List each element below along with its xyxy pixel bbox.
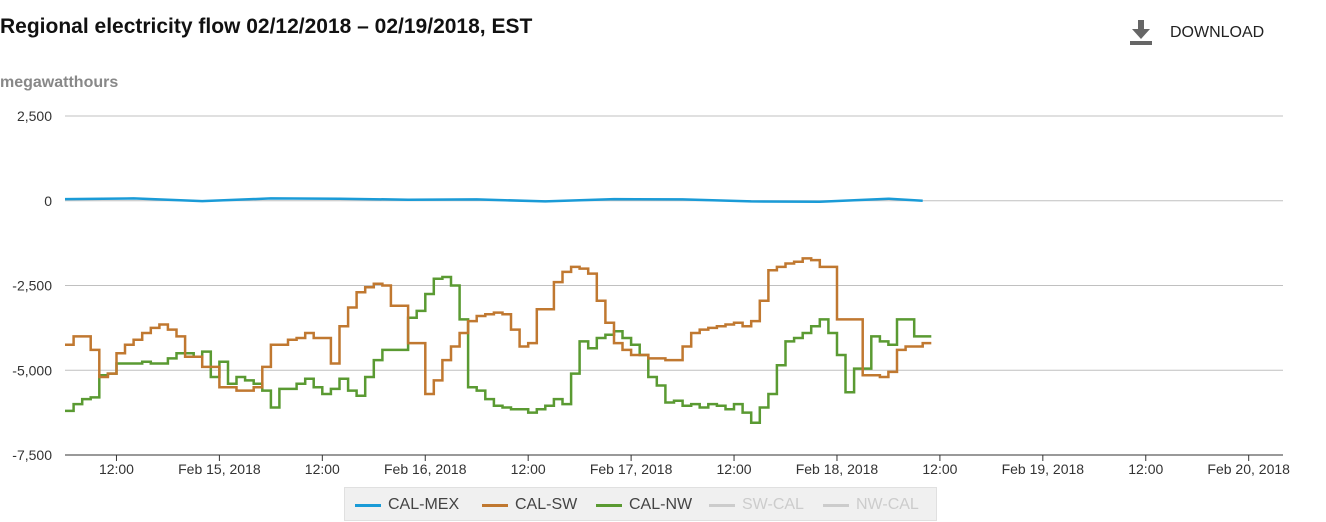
legend-label: CAL-SW (515, 496, 578, 513)
y-tick-label: 2,500 (17, 108, 52, 124)
legend-swatch (355, 503, 381, 507)
x-tick-label: Feb 16, 2018 (384, 461, 467, 477)
x-axis-ticks: 12:00 Feb 15, 2018 12:00 Feb 16, 2018 12:00 F… (99, 455, 1290, 477)
legend-swatch (596, 503, 622, 507)
legend-item-cal-sw[interactable]: CAL-SW (482, 488, 577, 522)
legend-swatch (482, 503, 508, 507)
legend-label: CAL-NW (629, 496, 693, 513)
legend-item-nw-cal[interactable]: NW-CAL (823, 488, 919, 522)
x-tick-label: 12:00 (511, 461, 546, 477)
x-tick-label: 12:00 (305, 461, 340, 477)
x-tick-label: Feb 18, 2018 (796, 461, 879, 477)
chart-legend: CAL-MEX CAL-SW CAL-NW SW-CAL NW-CAL (344, 487, 937, 521)
series-lines (64, 197, 932, 425)
y-tick-label: 0 (44, 193, 52, 209)
y-tick-label: -5,000 (12, 362, 52, 378)
x-tick-label: 12:00 (717, 461, 752, 477)
x-tick-label: Feb 20, 2018 (1207, 461, 1290, 477)
legend-swatch (709, 503, 735, 507)
y-tick-label: -2,500 (12, 278, 52, 294)
x-tick-label: Feb 19, 2018 (1002, 461, 1085, 477)
legend-label: SW-CAL (742, 496, 804, 513)
y-axis-ticks: 2,500 0 -2,500 -5,000 -7,500 (12, 108, 52, 463)
y-tick-label: -7,500 (12, 447, 52, 463)
legend-item-sw-cal[interactable]: SW-CAL (709, 488, 804, 522)
download-button[interactable]: DOWNLOAD (1128, 20, 1264, 46)
legend-item-cal-mex[interactable]: CAL-MEX (355, 488, 459, 522)
y-axis-label: megawatthours (0, 74, 118, 91)
x-tick-label: 12:00 (99, 461, 134, 477)
download-label: DOWNLOAD (1170, 24, 1265, 41)
series-line-cal-sw (65, 257, 932, 396)
x-tick-label: Feb 15, 2018 (178, 461, 261, 477)
legend-item-cal-nw[interactable]: CAL-NW (596, 488, 692, 522)
x-tick-label: 12:00 (922, 461, 957, 477)
chart-title: Regional electricity flow 02/12/2018 – 0… (0, 15, 533, 38)
legend-label: CAL-MEX (388, 496, 460, 513)
download-icon (1130, 20, 1152, 45)
series-line-cal-mex (64, 197, 923, 204)
grid-lines (65, 115, 1283, 456)
legend-swatch (823, 503, 849, 507)
series-line-cal-nw (65, 275, 932, 425)
x-tick-label: Feb 17, 2018 (590, 461, 673, 477)
legend-label: NW-CAL (856, 496, 919, 513)
x-tick-label: 12:00 (1128, 461, 1163, 477)
